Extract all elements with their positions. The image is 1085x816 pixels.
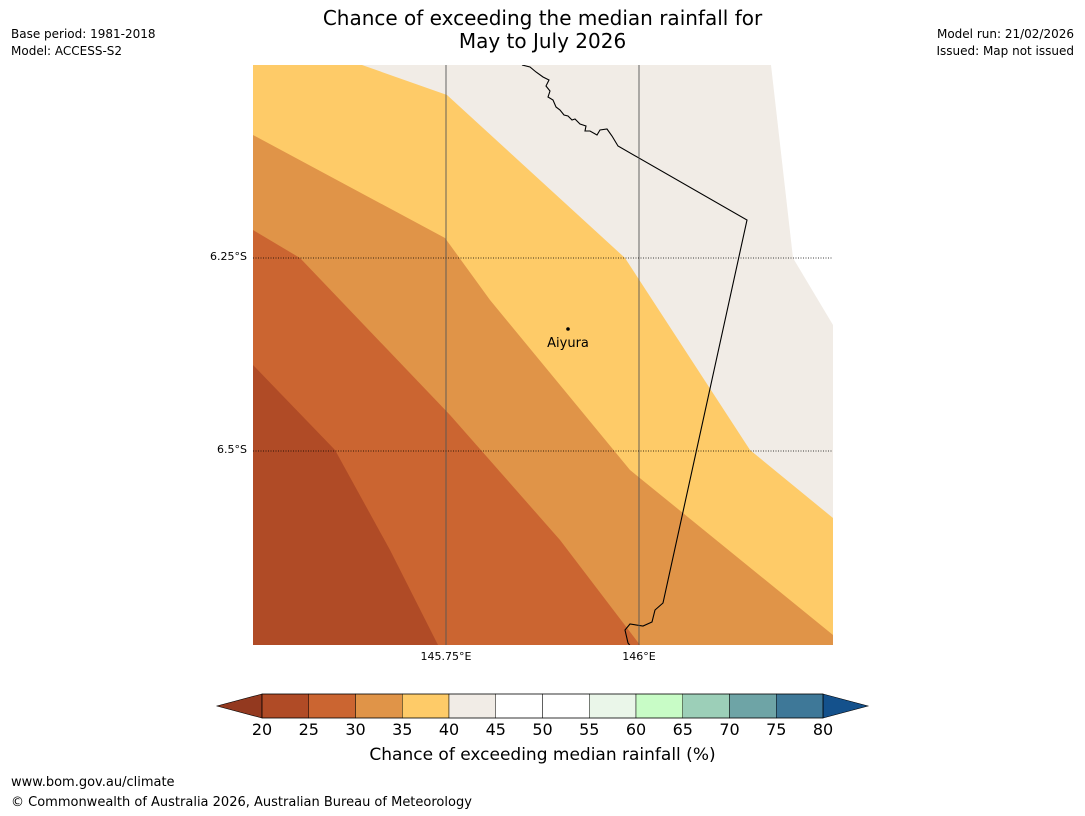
rainfall-probability-map — [253, 65, 833, 645]
colorbar-segment — [355, 693, 403, 719]
colorbar-tick: 40 — [438, 720, 460, 739]
colorbar-tick: 75 — [766, 720, 787, 739]
colorbar-segment — [261, 693, 309, 719]
title-line-2: May to July 2026 — [458, 29, 627, 53]
base-period: Base period: 1981-2018 — [11, 27, 156, 41]
lon-label-146: 146°E — [622, 650, 656, 663]
colorbar-segment — [308, 693, 356, 719]
colorbar-over-arrow — [822, 693, 870, 719]
model-run: Model run: 21/02/2026 — [936, 27, 1074, 41]
colorbar-tick: 60 — [625, 720, 647, 739]
aiyura-marker — [566, 327, 570, 331]
colorbar — [215, 693, 870, 719]
lat-label-6-25: 6.25°S — [210, 250, 247, 263]
colorbar-tick: 80 — [812, 720, 834, 739]
colorbar-segment — [542, 693, 590, 719]
lon-label-145-75: 145.75°E — [420, 650, 472, 663]
colorbar-segment — [448, 693, 496, 719]
map-title: Chance of exceeding the median rainfall … — [0, 7, 1085, 53]
colorbar-title: Chance of exceeding median rainfall (%) — [369, 745, 716, 765]
colorbar-tick: 20 — [251, 720, 273, 739]
place-label-aiyura: Aiyura — [547, 336, 589, 351]
model-name: Model: ACCESS-S2 — [11, 44, 123, 58]
colorbar-tick: 70 — [719, 720, 740, 739]
colorbar-tick: 35 — [392, 720, 413, 739]
meta-left: Base period: 1981-2018 Model: ACCESS-S2 — [11, 26, 156, 60]
title-line-1: Chance of exceeding the median rainfall … — [322, 6, 763, 30]
band-20-25 — [253, 365, 438, 645]
colorbar-tick: 45 — [485, 720, 506, 739]
colorbar-segment — [402, 693, 450, 719]
colorbar-segment — [635, 693, 683, 719]
colorbar-segment — [682, 693, 730, 719]
colorbar-under-arrow — [215, 693, 263, 719]
boundary-line — [521, 65, 748, 645]
colorbar-segment — [776, 693, 824, 719]
lat-label-6-5: 6.5°S — [217, 443, 247, 456]
colorbar-tick: 55 — [579, 720, 600, 739]
colorbar-segment — [589, 693, 637, 719]
footer-url[interactable]: www.bom.gov.au/climate — [11, 775, 175, 790]
colorbar-tick: 30 — [345, 720, 366, 739]
meta-right: Model run: 21/02/2026 Issued: Map not is… — [936, 26, 1074, 60]
footer-copyright: © Commonwealth of Australia 2026, Austra… — [11, 795, 472, 810]
colorbar-tick: 50 — [532, 720, 553, 739]
colorbar-segment — [729, 693, 777, 719]
issued-status: Issued: Map not issued — [936, 44, 1074, 58]
colorbar-tick: 25 — [298, 720, 319, 739]
colorbar-outline — [261, 693, 824, 719]
colorbar-segment — [495, 693, 543, 719]
colorbar-tick: 65 — [672, 720, 693, 739]
